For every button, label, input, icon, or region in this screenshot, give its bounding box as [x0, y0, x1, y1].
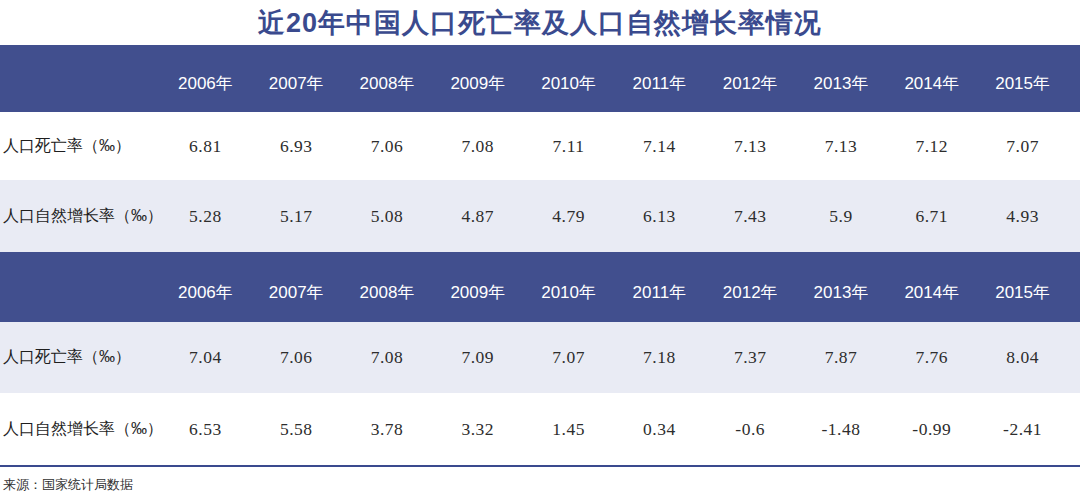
data-cell: 7.04 — [160, 347, 251, 368]
data-cell: 7.08 — [342, 347, 433, 368]
title-bar: 近20年中国人口死亡率及人口自然增长率情况 — [0, 0, 1080, 45]
data-cell: 7.11 — [523, 136, 614, 157]
year-header-cell: 2011年 — [614, 271, 705, 304]
header-spacer — [0, 282, 160, 292]
data-cell: 6.71 — [886, 206, 977, 227]
data-cell: 7.09 — [432, 347, 523, 368]
header-spacer — [0, 74, 160, 84]
data-cell: 6.81 — [160, 136, 251, 157]
data-cell: 3.78 — [342, 419, 433, 440]
row-label: 人口死亡率（‰） — [0, 347, 160, 368]
year-header-cell: 2013年 — [796, 62, 887, 95]
page-title: 近20年中国人口死亡率及人口自然增长率情况 — [258, 5, 822, 41]
data-cell: 6.93 — [251, 136, 342, 157]
data-cell: 4.79 — [523, 206, 614, 227]
data-cell: 7.06 — [251, 347, 342, 368]
year-header-cell: 2009年 — [432, 62, 523, 95]
year-header-cell: 2012年 — [705, 271, 796, 304]
data-cell: 7.18 — [614, 347, 705, 368]
data-cell: 6.13 — [614, 206, 705, 227]
data-cell: 5.9 — [796, 206, 887, 227]
data-cell: 7.08 — [432, 136, 523, 157]
table-row: 人口死亡率（‰）7.047.067.087.097.077.187.377.87… — [0, 322, 1080, 393]
data-cell: 8.04 — [977, 347, 1068, 368]
data-cell: 7.06 — [342, 136, 433, 157]
data-cell: 5.58 — [251, 419, 342, 440]
year-header-cell: 2012年 — [705, 62, 796, 95]
data-cell: 1.45 — [523, 419, 614, 440]
data-cell: 7.13 — [705, 136, 796, 157]
year-header-cell: 2014年 — [886, 62, 977, 95]
data-cell: 7.12 — [886, 136, 977, 157]
year-header-cell: 2007年 — [251, 62, 342, 95]
data-cell: -0.6 — [705, 419, 796, 440]
data-cell: 5.28 — [160, 206, 251, 227]
data-cell: -0.99 — [886, 419, 977, 440]
data-cell: -2.41 — [977, 419, 1068, 440]
table-row: 人口死亡率（‰）6.816.937.067.087.117.147.137.13… — [0, 112, 1080, 180]
data-cell: 7.07 — [977, 136, 1068, 157]
data-cell: 4.87 — [432, 206, 523, 227]
data-cell: 3.32 — [432, 419, 523, 440]
row-label: 人口自然增长率（‰） — [0, 206, 160, 227]
year-header-cell: 2014年 — [886, 271, 977, 304]
year-header-row-2: 2006年2007年2008年2009年2010年2011年2012年2013年… — [0, 252, 1080, 322]
data-cell: 7.14 — [614, 136, 705, 157]
table-row: 人口自然增长率（‰）5.285.175.084.874.796.137.435.… — [0, 180, 1080, 252]
year-header-cell: 2011年 — [614, 62, 705, 95]
data-cell: -1.48 — [796, 419, 887, 440]
data-cell: 6.53 — [160, 419, 251, 440]
data-cell: 7.07 — [523, 347, 614, 368]
data-cell: 7.76 — [886, 347, 977, 368]
data-cell: 0.34 — [614, 419, 705, 440]
year-header-row-1: 2006年2007年2008年2009年2010年2011年2012年2013年… — [0, 45, 1080, 112]
year-header-cell: 2006年 — [160, 62, 251, 95]
data-cell: 5.17 — [251, 206, 342, 227]
data-cell: 4.93 — [977, 206, 1068, 227]
data-cell: 7.37 — [705, 347, 796, 368]
year-header-cell: 2015年 — [977, 271, 1068, 304]
data-cell: 5.08 — [342, 206, 433, 227]
data-cell: 7.13 — [796, 136, 887, 157]
year-header-cell: 2007年 — [251, 271, 342, 304]
year-header-cell: 2009年 — [432, 271, 523, 304]
data-cell: 7.87 — [796, 347, 887, 368]
year-header-cell: 2010年 — [523, 271, 614, 304]
year-header-cell: 2015年 — [977, 62, 1068, 95]
data-cell: 7.43 — [705, 206, 796, 227]
row-label: 人口死亡率（‰） — [0, 136, 160, 157]
year-header-cell: 2010年 — [523, 62, 614, 95]
year-header-cell: 2006年 — [160, 271, 251, 304]
source-note: 来源：国家统计局数据 — [0, 467, 1080, 494]
year-header-cell: 2008年 — [342, 271, 433, 304]
row-label: 人口自然增长率（‰） — [0, 419, 160, 440]
year-header-cell: 2008年 — [342, 62, 433, 95]
year-header-cell: 2013年 — [796, 271, 887, 304]
table-row: 人口自然增长率（‰）6.535.583.783.321.450.34-0.6-1… — [0, 393, 1080, 465]
infographic-table: 近20年中国人口死亡率及人口自然增长率情况 2006年2007年2008年200… — [0, 0, 1080, 499]
